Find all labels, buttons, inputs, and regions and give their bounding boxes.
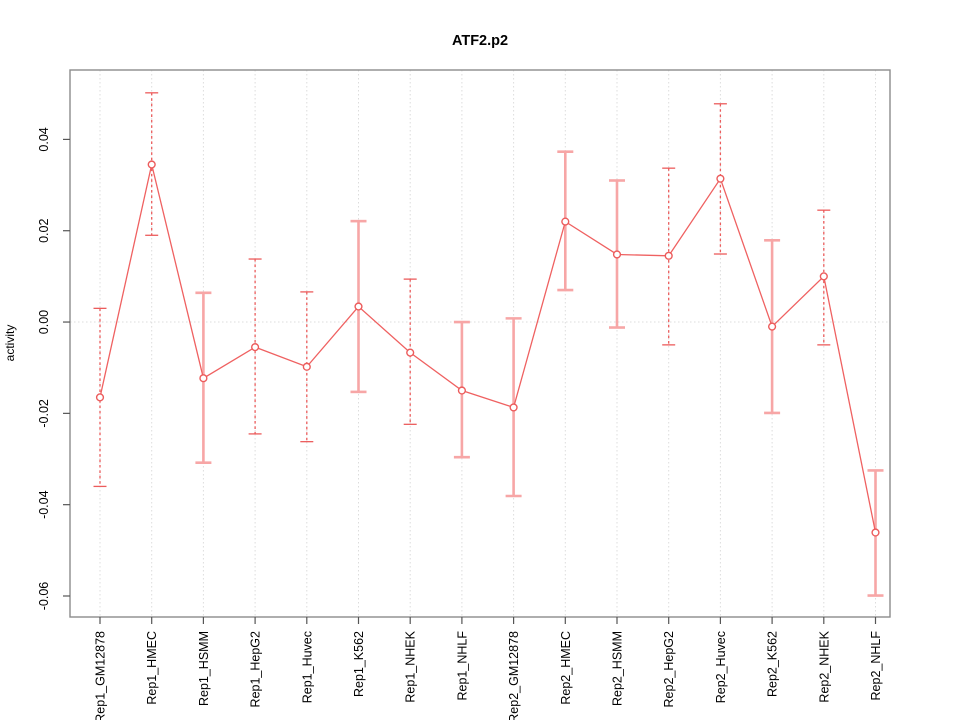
x-tick-label: Rep2_HMEC [559, 631, 573, 705]
data-point [406, 348, 415, 357]
x-tick-label: Rep1_GM12878 [94, 631, 108, 720]
y-tick-label: 0.04 [37, 127, 51, 151]
data-point [664, 251, 673, 260]
chart-title: ATF2.p2 [451, 33, 509, 49]
x-tick-label: Rep2_NHLF [869, 631, 883, 701]
data-point [147, 160, 156, 169]
x-tick-label: Rep1_HepG2 [249, 631, 263, 707]
data-point [95, 393, 105, 402]
x-tick-label: Rep1_HSMM [197, 631, 211, 706]
x-tick-label: Rep1_Huvec [300, 631, 314, 703]
plot-border [69, 69, 891, 618]
x-tick-label: Rep2_Huvec [714, 631, 728, 703]
data-point [354, 302, 363, 311]
y-tick-label: -0.04 [37, 490, 51, 519]
data-point [561, 217, 570, 226]
x-tick-label: Rep1_NHEK [404, 630, 418, 702]
y-tick-label: -0.06 [37, 582, 51, 611]
y-tick-label: 0.00 [37, 310, 51, 334]
data-point [509, 403, 518, 412]
x-tick-label: Rep2_HSMM [611, 631, 625, 706]
data-point [819, 272, 828, 281]
y-tick-label: 0.02 [37, 219, 51, 243]
x-tick-label: Rep2_HepG2 [662, 631, 676, 707]
data-point [457, 386, 467, 395]
data-point [871, 528, 880, 537]
data-point [716, 174, 725, 183]
data-point [251, 343, 260, 352]
data-point [199, 374, 208, 383]
x-tick-label: Rep1_HMEC [145, 631, 159, 705]
data-point [767, 322, 777, 331]
x-tick-label: Rep2_GM12878 [507, 631, 521, 720]
x-tick-label: Rep2_K562 [766, 631, 780, 697]
x-tick-label: Rep2_NHEK [817, 630, 831, 702]
y-tick-label: -0.02 [37, 399, 51, 428]
data-point [302, 362, 311, 371]
x-tick-label: Rep1_K562 [352, 631, 366, 697]
x-tick-label: Rep1_NHLF [455, 631, 469, 701]
series-line [99, 164, 877, 533]
data-point [612, 250, 622, 259]
